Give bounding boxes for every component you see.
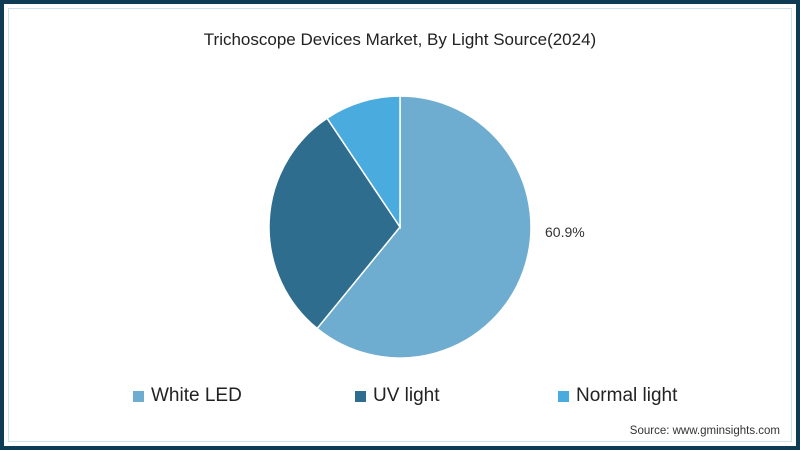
source-note: Source: www.gminsights.com [629, 425, 780, 437]
legend-item-uv-light: UV light [355, 385, 440, 407]
pie-slice-white-led [316, 95, 532, 359]
legend-label-uv-light: UV light [373, 385, 440, 406]
pie-slices [268, 95, 532, 359]
chart-title: Trichoscope Devices Market, By Light Sou… [203, 30, 597, 49]
white-led-percentage-label: 60.9% [545, 224, 585, 240]
legend-label-white-led: White LED [151, 385, 242, 406]
legend-item-normal-light: Normal light [558, 385, 677, 407]
legend-swatch-uv-light [355, 390, 366, 402]
legend-swatch-white-led [133, 390, 144, 402]
legend-item-white-led: White LED [133, 385, 242, 407]
pie-slice-uv-light [268, 117, 401, 330]
pie-slice-normal-light [326, 95, 401, 230]
legend-label-normal-light: Normal light [576, 385, 678, 406]
legend-swatch-normal-light [558, 390, 569, 402]
